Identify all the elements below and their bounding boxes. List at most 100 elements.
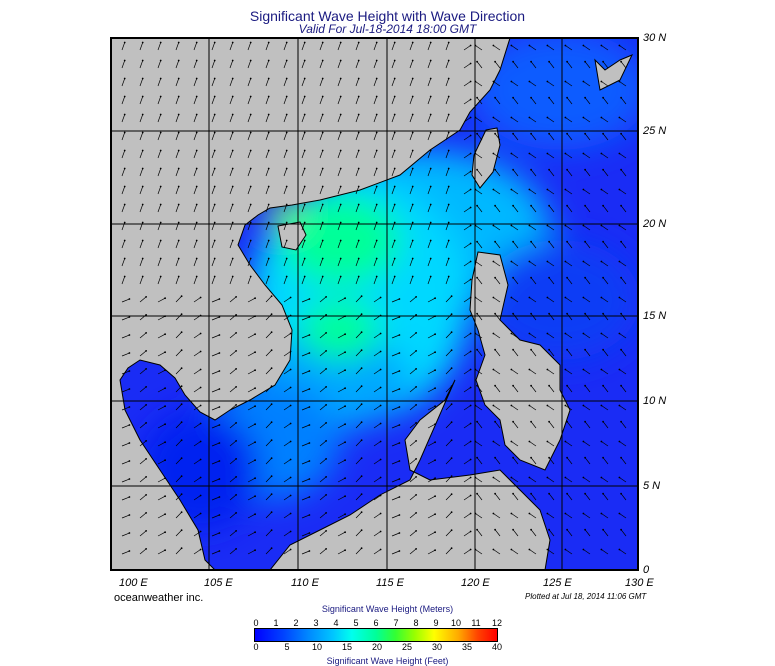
wave-direction-arrowhead	[434, 405, 436, 408]
wave-direction-arrowhead	[177, 275, 180, 278]
wave-direction-arrow	[512, 529, 519, 537]
wave-direction-arrow	[475, 225, 483, 231]
wave-direction-arrow	[139, 42, 144, 51]
wave-direction-arrowhead	[213, 203, 216, 206]
wave-direction-arrowhead	[128, 496, 131, 498]
wave-direction-arrow	[229, 368, 237, 375]
wave-direction-arrowhead	[254, 423, 256, 426]
wave-direction-arrowhead	[602, 240, 604, 243]
wave-direction-arrow	[301, 96, 306, 105]
wave-direction-arrow	[229, 530, 237, 537]
wave-direction-arrowhead	[339, 41, 342, 44]
wave-direction-arrowhead	[375, 239, 378, 242]
wave-direction-arrow	[409, 240, 414, 249]
wave-direction-arrow	[602, 313, 609, 321]
wave-direction-arrowhead	[546, 296, 549, 299]
wave-direction-arrowhead	[159, 275, 162, 278]
wave-direction-arrow	[283, 150, 288, 159]
wave-direction-arrowhead	[249, 221, 252, 224]
wave-direction-arrowhead	[325, 296, 327, 298]
wave-direction-arrowhead	[600, 296, 603, 299]
wave-direction-arrow	[619, 225, 627, 231]
wave-direction-arrow	[566, 241, 573, 249]
wave-direction-arrow	[193, 369, 201, 375]
wave-direction-arrowhead	[375, 275, 378, 278]
wave-direction-arrowhead	[199, 314, 202, 317]
wave-direction-arrowhead	[530, 132, 532, 135]
wave-direction-arrowhead	[548, 132, 550, 135]
tick-m-2: 2	[293, 618, 299, 628]
wave-direction-arrowhead	[289, 404, 292, 407]
wave-direction-arrowhead	[600, 548, 603, 551]
wave-direction-arrow	[463, 423, 471, 429]
wave-direction-arrow	[445, 150, 450, 159]
wave-direction-arrow	[512, 421, 519, 429]
wave-direction-arrowhead	[321, 257, 324, 260]
wave-direction-arrowhead	[289, 440, 292, 443]
wave-direction-arrow	[373, 114, 378, 123]
wave-direction-arrowhead	[270, 439, 273, 442]
wave-direction-arrow	[319, 548, 327, 555]
wave-direction-arrowhead	[620, 384, 622, 387]
wave-direction-arrowhead	[398, 478, 401, 480]
wave-direction-arrowhead	[339, 257, 342, 260]
wave-direction-arrowhead	[398, 388, 401, 390]
wave-direction-arrow	[530, 529, 537, 537]
wave-direction-arrowhead	[512, 456, 514, 459]
wave-direction-arrowhead	[564, 80, 567, 83]
wave-direction-arrow	[157, 240, 162, 249]
wave-direction-arrow	[319, 222, 324, 231]
wave-direction-arrowhead	[357, 257, 360, 260]
wave-direction-arrow	[121, 168, 126, 177]
wave-direction-arrowhead	[492, 260, 495, 263]
wave-direction-arrow	[211, 258, 216, 267]
wave-direction-arrow	[391, 204, 396, 213]
wave-direction-arrowhead	[321, 203, 324, 206]
wave-direction-arrowhead	[145, 296, 148, 298]
wave-direction-arrow	[157, 78, 162, 87]
wave-direction-arrowhead	[602, 132, 604, 135]
wave-direction-arrow	[391, 460, 400, 465]
wave-direction-arrowhead	[620, 276, 622, 279]
wave-direction-arrow	[391, 334, 400, 339]
wave-direction-arrowhead	[434, 351, 436, 354]
wave-direction-arrow	[445, 457, 452, 465]
wave-direction-arrow	[584, 385, 591, 393]
wave-direction-arrow	[547, 261, 555, 267]
wave-direction-arrow	[301, 316, 310, 321]
wave-direction-arrowhead	[618, 368, 621, 371]
wave-direction-arrowhead	[469, 422, 472, 425]
wave-direction-arrowhead	[308, 532, 311, 534]
wave-direction-arrow	[409, 350, 417, 357]
wave-direction-arrow	[373, 549, 381, 555]
wave-direction-arrowhead	[267, 41, 270, 44]
wave-direction-arrow	[175, 511, 182, 519]
wave-direction-arrowhead	[379, 386, 382, 389]
wave-direction-arrow	[229, 296, 237, 303]
wave-direction-arrow	[139, 548, 147, 555]
wave-direction-arrow	[427, 78, 432, 87]
wave-direction-arrow	[463, 495, 471, 501]
wave-direction-arrow	[193, 495, 201, 501]
wave-direction-arrowhead	[321, 113, 324, 116]
wave-direction-arrowhead	[235, 368, 238, 370]
wave-direction-arrowhead	[474, 44, 477, 47]
wave-direction-arrowhead	[474, 152, 477, 155]
wave-direction-arrowhead	[530, 96, 532, 99]
wave-direction-arrowhead	[308, 370, 311, 372]
lat-label-0: 0	[643, 564, 650, 576]
wave-direction-arrow	[427, 168, 432, 177]
wave-direction-arrowhead	[128, 478, 131, 480]
wave-direction-arrow	[476, 457, 483, 465]
wave-direction-arrowhead	[450, 331, 453, 334]
wave-direction-arrow	[283, 477, 291, 483]
wave-direction-arrowhead	[145, 404, 148, 406]
wave-direction-arrow	[427, 351, 436, 357]
wave-direction-arrowhead	[164, 477, 167, 480]
wave-direction-arrow	[229, 314, 237, 321]
wave-direction-arrow	[619, 117, 627, 123]
wave-direction-arrow	[620, 385, 627, 393]
wave-direction-arrowhead	[218, 352, 221, 354]
wave-direction-arrow	[175, 60, 180, 69]
wave-direction-arrow	[139, 296, 147, 303]
